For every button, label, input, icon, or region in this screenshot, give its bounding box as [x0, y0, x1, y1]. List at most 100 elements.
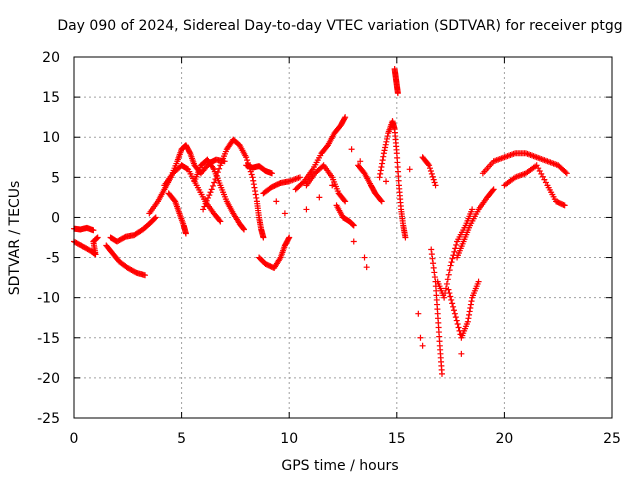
data-point	[428, 246, 435, 253]
y-tick-label: 10	[42, 130, 60, 146]
data-point	[241, 226, 248, 233]
series-arc-m	[292, 114, 349, 193]
data-point	[377, 170, 384, 177]
data-point	[431, 179, 438, 186]
data-point	[443, 280, 450, 287]
data-point	[286, 234, 293, 241]
data-point	[213, 172, 220, 179]
x-tick-label: 15	[388, 431, 406, 447]
data-point	[90, 227, 97, 234]
series-arc-k	[256, 234, 293, 271]
x-tick-label: 20	[495, 431, 513, 447]
data-point	[209, 182, 216, 189]
data-point	[252, 188, 259, 195]
series-arc-h	[191, 156, 248, 233]
data-point	[563, 170, 570, 177]
data-point	[273, 198, 280, 205]
data-point	[376, 174, 383, 181]
data-point	[202, 200, 209, 207]
data-point	[466, 311, 473, 318]
data-point	[429, 255, 436, 262]
data-point	[250, 177, 257, 184]
series-arc-f	[161, 162, 224, 225]
data-point	[240, 225, 247, 232]
data-point	[415, 310, 422, 317]
data-point	[448, 296, 455, 303]
series-arc-l	[260, 174, 303, 197]
data-point	[182, 230, 189, 237]
plot-frame	[73, 56, 613, 419]
data-point	[361, 254, 368, 261]
data-point	[425, 161, 432, 168]
series-arc-s	[419, 154, 439, 189]
y-tick-label: -15	[37, 331, 60, 347]
data-point	[208, 186, 215, 193]
data-point	[469, 206, 476, 213]
data-point	[152, 214, 159, 221]
data-point	[217, 218, 224, 225]
data-point	[383, 135, 390, 142]
data-point	[562, 169, 569, 176]
data-point	[489, 187, 496, 194]
data-point	[151, 215, 158, 222]
x-tick-label: 0	[70, 431, 79, 447]
data-point	[211, 179, 218, 186]
x-axis-label: GPS time / hours	[281, 458, 398, 474]
data-point	[419, 342, 426, 349]
data-point	[260, 234, 267, 241]
data-point	[378, 164, 385, 171]
data-point	[449, 255, 456, 262]
data-point	[377, 197, 384, 204]
y-tick-label: -20	[37, 371, 60, 387]
data-point	[209, 164, 216, 171]
data-point	[428, 170, 435, 177]
data-point	[438, 370, 445, 377]
y-tick-label: -25	[37, 411, 60, 427]
chart-title: Day 090 of 2024, Sidereal Day-to-day VTE…	[57, 18, 622, 34]
data-point	[444, 276, 451, 283]
series-arc-q	[376, 118, 409, 241]
data-point	[348, 146, 355, 153]
data-point	[186, 149, 193, 156]
series-arc-c	[103, 242, 149, 279]
data-point	[252, 191, 259, 198]
data-point	[216, 165, 223, 172]
data-point	[446, 267, 453, 274]
data-point	[381, 147, 388, 154]
data-point	[357, 158, 364, 165]
data-point	[428, 251, 435, 258]
x-tick-label: 5	[177, 431, 186, 447]
data-point	[445, 271, 452, 278]
data-point	[466, 308, 473, 315]
data-point	[341, 197, 348, 204]
data-point	[250, 181, 257, 188]
data-point	[383, 178, 390, 185]
series-arc-a	[71, 224, 97, 234]
series-arc-y	[501, 162, 568, 209]
series-arc-g	[165, 190, 189, 237]
data-point	[214, 169, 221, 176]
series-arc-v	[445, 278, 482, 341]
data-point	[379, 160, 386, 167]
data-point	[205, 194, 212, 201]
data-point	[341, 115, 348, 122]
data-point	[458, 350, 465, 357]
data-point	[430, 176, 437, 183]
data-point	[432, 182, 439, 189]
x-tick-label: 10	[280, 431, 298, 447]
series-arc-u	[434, 206, 476, 301]
data-point	[452, 314, 459, 321]
data-point	[207, 189, 214, 196]
data-point	[383, 138, 390, 145]
y-axis-label: SDTVAR / TECUs	[7, 181, 23, 296]
data-point	[429, 173, 436, 180]
series-arc-r	[391, 66, 401, 97]
data-point	[394, 90, 401, 97]
series-arc-t	[428, 246, 445, 377]
series-arc-j	[243, 162, 275, 177]
y-tick-label: -10	[37, 291, 60, 307]
data-point	[350, 238, 357, 245]
data-point	[448, 259, 455, 266]
data-point	[431, 269, 438, 276]
